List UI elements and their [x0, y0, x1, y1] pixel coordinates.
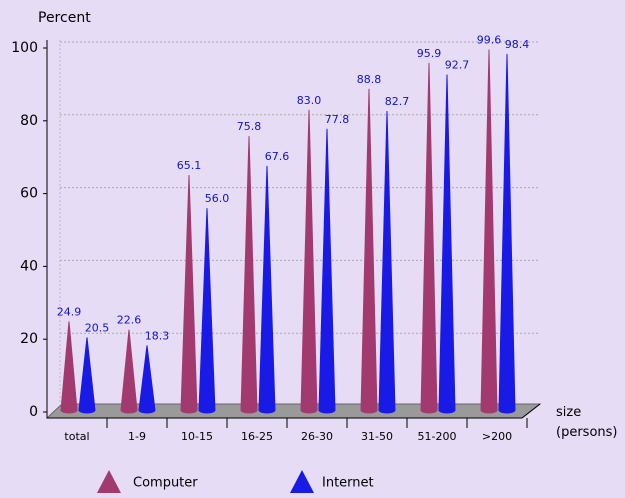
plot	[60, 41, 540, 414]
x-tick-label: 31-50	[361, 430, 393, 443]
value-label: 82.7	[385, 95, 410, 108]
value-label: 65.1	[177, 159, 202, 172]
y-axis-label: Percent	[38, 10, 91, 26]
cone	[78, 337, 96, 414]
y-tick-label: 80	[20, 113, 38, 129]
y-tick-label: 60	[20, 186, 38, 202]
y-tick-label: 100	[11, 40, 38, 56]
cone	[360, 88, 378, 414]
value-label: 20.5	[85, 321, 110, 334]
x-tick-label: 10-15	[181, 430, 213, 443]
cone	[198, 208, 216, 414]
cone	[300, 109, 318, 414]
cone	[120, 329, 138, 414]
value-label: 95.9	[417, 47, 442, 60]
value-label: 75.8	[237, 120, 262, 133]
x-axis-depth	[521, 403, 541, 419]
value-label: 24.9	[57, 305, 82, 318]
cone	[378, 110, 396, 414]
cone	[60, 321, 78, 414]
x-tick-label: 1-9	[128, 430, 146, 443]
x-tick-label: total	[64, 430, 89, 443]
x-tick-label: 16-25	[241, 430, 273, 443]
y-tick-label: 20	[20, 331, 38, 347]
cone	[318, 128, 336, 414]
cone	[480, 49, 498, 414]
value-label: 22.6	[117, 314, 142, 327]
value-label: 99.6	[477, 33, 502, 46]
value-label: 98.4	[505, 38, 530, 51]
y-tick-label: 0	[29, 404, 38, 420]
y-tick-label: 40	[20, 258, 38, 274]
x-axis-label: size (persons)	[556, 405, 618, 440]
x-tick-label: 51-200	[418, 430, 457, 443]
legend-label: Computer	[133, 476, 198, 491]
cone	[138, 345, 156, 414]
value-label: 83.0	[297, 94, 322, 107]
value-label: 88.8	[357, 73, 382, 86]
cone	[258, 165, 276, 414]
value-label: 56.0	[205, 192, 230, 205]
x-tick-label: >200	[482, 430, 512, 443]
value-label: 92.7	[445, 59, 470, 72]
legend-label: Internet	[322, 476, 374, 491]
legend-swatch	[97, 470, 121, 493]
cone	[498, 53, 516, 414]
value-label: 77.8	[325, 113, 350, 126]
cone	[438, 74, 456, 414]
cone	[420, 62, 438, 414]
legend-swatch	[290, 470, 314, 493]
cone	[240, 136, 258, 414]
cone	[180, 175, 198, 414]
value-label: 67.6	[265, 150, 290, 163]
value-label: 18.3	[145, 329, 170, 342]
x-tick-label: 26-30	[301, 430, 333, 443]
